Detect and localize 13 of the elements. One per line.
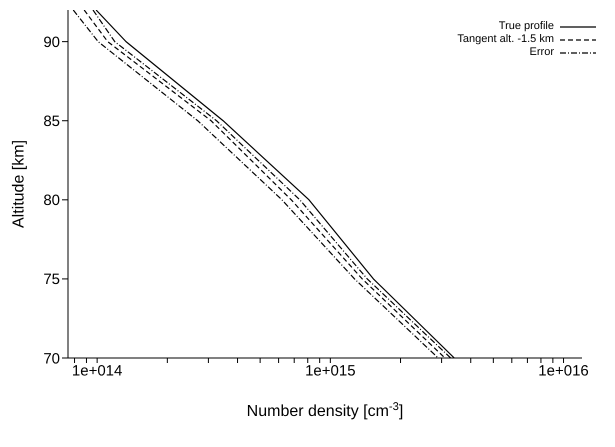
legend-label: Tangent alt. -1.5 km [457,33,554,46]
y-tick-label: 70 [43,350,60,368]
x-axis-title: Number density [cm$^{-3}$] [246,401,404,420]
legend-label: Error [530,46,554,59]
legend-label: True profile [498,20,554,33]
y-axis-title: Altitude [km] [10,140,28,228]
y-tick-label: 75 [43,271,60,288]
x-tick-label: 1e+015 [305,362,356,380]
y-tick-label: 85 [43,113,60,130]
x-tick-label: 1e+016 [538,362,589,380]
y-tick-label: 80 [43,192,60,210]
y-tick-label: 90 [43,34,60,51]
x-tick-label: 1e+014 [72,362,122,380]
